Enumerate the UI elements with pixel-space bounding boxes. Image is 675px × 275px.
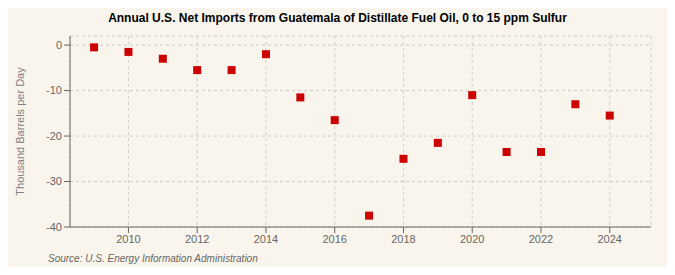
svg-text:-10: -10 bbox=[46, 84, 62, 96]
svg-text:2018: 2018 bbox=[391, 233, 415, 245]
svg-text:0: 0 bbox=[56, 39, 62, 51]
svg-text:2010: 2010 bbox=[116, 233, 140, 245]
svg-text:2022: 2022 bbox=[529, 233, 553, 245]
svg-text:-30: -30 bbox=[46, 175, 62, 187]
svg-text:2024: 2024 bbox=[598, 233, 622, 245]
svg-text:2016: 2016 bbox=[322, 233, 346, 245]
svg-text:2020: 2020 bbox=[460, 233, 484, 245]
svg-text:-20: -20 bbox=[46, 130, 62, 142]
svg-text:-40: -40 bbox=[46, 221, 62, 233]
svg-text:Thousand Barrels per Day: Thousand Barrels per Day bbox=[14, 67, 26, 196]
svg-text:2012: 2012 bbox=[185, 233, 209, 245]
html-text:Annual U.S. Net Imports from G: Annual U.S. Net Imports from Guatemala o… bbox=[108, 11, 567, 25]
html-text:Source: U.S. Energy Informatio: Source: U.S. Energy Information Administ… bbox=[48, 253, 258, 264]
svg-text:2014: 2014 bbox=[254, 233, 278, 245]
